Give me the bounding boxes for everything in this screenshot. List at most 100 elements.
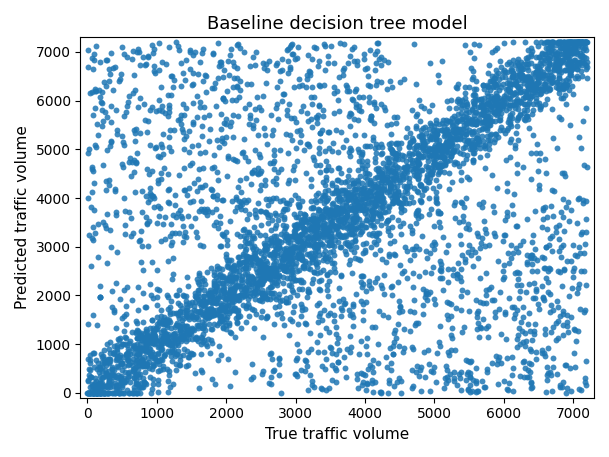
Point: [95, 379, 105, 387]
Point: [460, 109, 470, 117]
Point: [550, 50, 560, 58]
Point: [92, 120, 102, 127]
Point: [468, 376, 478, 383]
Point: [191, 228, 201, 235]
Point: [175, 308, 185, 316]
Point: [233, 309, 242, 316]
Point: [373, 360, 382, 367]
Point: [505, 88, 515, 95]
Point: [309, 244, 319, 251]
Point: [187, 142, 197, 149]
Point: [163, 330, 172, 337]
Point: [408, 345, 418, 352]
Point: [125, 350, 135, 357]
Point: [558, 241, 568, 249]
Point: [544, 265, 554, 272]
Point: [281, 200, 290, 207]
Point: [331, 224, 341, 231]
Point: [281, 131, 290, 138]
Point: [152, 325, 162, 332]
Point: [239, 292, 248, 299]
Point: [270, 158, 280, 165]
Point: [206, 305, 216, 312]
Point: [108, 349, 118, 356]
Point: [331, 324, 341, 331]
Point: [537, 254, 547, 261]
Point: [252, 268, 262, 276]
Point: [480, 225, 490, 233]
Point: [83, 389, 93, 397]
Point: [179, 292, 189, 299]
Point: [582, 105, 591, 112]
Point: [180, 308, 189, 316]
Point: [512, 268, 522, 276]
Point: [412, 171, 422, 178]
Point: [92, 321, 102, 328]
Point: [271, 239, 281, 246]
Point: [542, 38, 552, 46]
Point: [95, 93, 105, 101]
Point: [456, 125, 466, 132]
Point: [556, 68, 566, 75]
Point: [243, 272, 253, 279]
Point: [239, 136, 249, 143]
Point: [563, 74, 572, 82]
Point: [579, 38, 589, 46]
Point: [414, 151, 423, 158]
Point: [580, 306, 590, 314]
Point: [553, 67, 563, 74]
Point: [307, 280, 317, 287]
Point: [233, 184, 242, 191]
Point: [157, 346, 166, 354]
Point: [485, 86, 495, 94]
Point: [165, 303, 175, 311]
Point: [469, 85, 479, 93]
Point: [267, 216, 277, 223]
Point: [442, 148, 452, 155]
Point: [446, 139, 456, 147]
Point: [353, 177, 362, 185]
Point: [559, 38, 569, 46]
Point: [221, 316, 231, 323]
Point: [165, 341, 175, 348]
Point: [292, 221, 301, 228]
Point: [582, 74, 592, 82]
Point: [315, 286, 325, 293]
Point: [272, 310, 281, 318]
Point: [202, 298, 211, 305]
Point: [521, 54, 530, 61]
Point: [322, 197, 331, 205]
Point: [128, 345, 138, 352]
Point: [499, 39, 509, 46]
Point: [111, 352, 121, 359]
Point: [370, 182, 380, 190]
Point: [473, 103, 482, 111]
Point: [281, 264, 291, 271]
Point: [356, 229, 366, 236]
Point: [416, 364, 426, 371]
Point: [487, 360, 497, 367]
Point: [348, 205, 358, 212]
Point: [562, 323, 572, 330]
Point: [257, 260, 267, 268]
Point: [334, 216, 343, 223]
Point: [332, 339, 342, 346]
Point: [216, 288, 225, 295]
Point: [86, 373, 96, 381]
Point: [524, 74, 534, 81]
Point: [348, 46, 357, 53]
Point: [244, 101, 253, 108]
Point: [390, 191, 400, 198]
Point: [400, 187, 410, 194]
Point: [281, 298, 290, 305]
Point: [334, 164, 343, 171]
Point: [499, 98, 509, 106]
Point: [516, 98, 526, 105]
Point: [114, 389, 124, 397]
Point: [537, 86, 547, 94]
Point: [322, 258, 331, 265]
Point: [376, 186, 386, 193]
Point: [370, 66, 380, 74]
Point: [143, 52, 153, 59]
Point: [555, 43, 565, 51]
